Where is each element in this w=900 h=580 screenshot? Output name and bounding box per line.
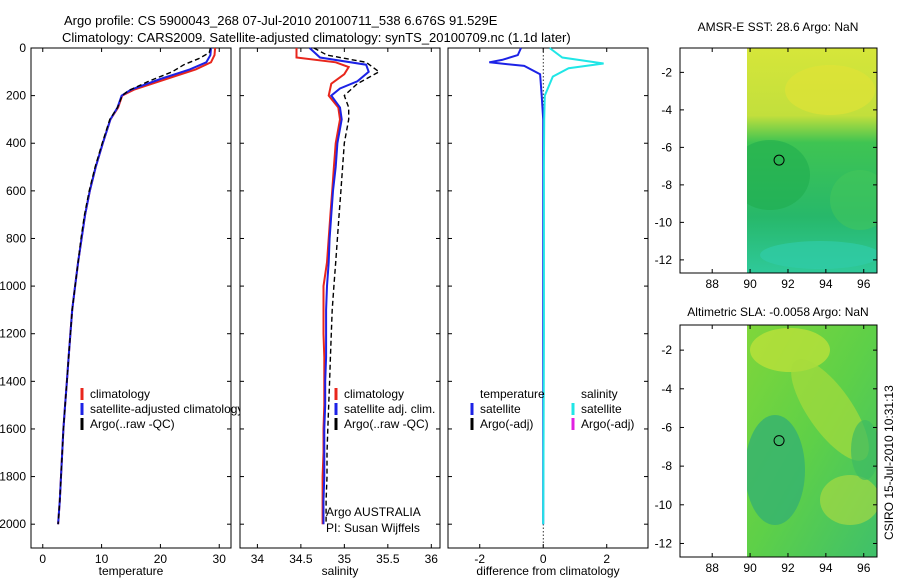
salinity-x-tick-label: 34 <box>251 552 265 566</box>
pi-label: PI: Susan Wijffels <box>326 521 420 535</box>
temperature-x-tick-label: 20 <box>154 552 168 566</box>
sla_map-x-tick-label: 90 <box>743 561 757 575</box>
temperature-x-tick-label: 10 <box>95 552 109 566</box>
salinity-x-tick-label: 35.5 <box>376 552 400 566</box>
depth-tick-label: 800 <box>6 231 26 245</box>
depth-tick-label: 1000 <box>0 279 26 293</box>
figure-title-line2: Climatology: CARS2009. Satellite-adjuste… <box>62 30 571 45</box>
salinity-series-argo-raw-qc- <box>313 47 381 525</box>
sla_map-x-tick-label: 96 <box>857 561 871 575</box>
legend-label: Argo(..raw -QC) <box>90 417 175 431</box>
legend-label: satellite adj. clim. <box>344 402 435 416</box>
temperature-plot-frame <box>30 47 232 549</box>
depth-tick-label: 200 <box>6 89 26 103</box>
difference-plot-frame <box>447 47 649 549</box>
sst_map-x-tick-label: 92 <box>781 277 795 291</box>
figure-title-line1: Argo profile: CS 5900043_268 07-Jul-2010… <box>64 13 498 28</box>
sla_map-x-tick-label: 88 <box>706 561 720 575</box>
legend-heading: temperature <box>480 387 545 401</box>
depth-tick-label: 0 <box>19 41 26 55</box>
sla_map-y-tick-label: -12 <box>655 536 673 550</box>
salinity-x-tick-label: 36 <box>425 552 439 566</box>
sst_map-y-tick-label: -12 <box>655 253 673 267</box>
sst-heatmap-patches <box>747 65 877 269</box>
sst_map-x-tick-label: 94 <box>819 277 833 291</box>
sst_map-x-tick-label: 88 <box>706 277 720 291</box>
depth-tick-label: 400 <box>6 136 26 150</box>
legend-label: Argo(..raw -QC) <box>344 417 429 431</box>
depth-tick-label: 2000 <box>0 517 26 531</box>
depth-tick-label: 600 <box>6 184 26 198</box>
sla_map-y-tick-label: -2 <box>661 343 672 357</box>
difference-x-tick-label: 0 <box>540 552 547 566</box>
temperature-series-satellite-adjusted-climatology <box>57 47 212 525</box>
salinity-axis-label: salinity <box>322 564 359 578</box>
sst_map-x-tick-label: 96 <box>857 277 871 291</box>
argo-agency-label: Argo AUSTRALIA <box>326 505 421 519</box>
sst-map-panel: AMSR-E SST: 28.6 Argo: NaN 88 90 92 94 96 -2 -… <box>655 20 878 291</box>
depth-tick-label: 1400 <box>0 374 26 388</box>
sla-map-title: Altimetric SLA: -0.0058 Argo: NaN <box>687 305 868 319</box>
sst_map-frame <box>679 47 878 274</box>
salinity-series-satellite-adj-clim- <box>308 47 370 525</box>
difference-axis-label: difference from climatology <box>476 564 619 578</box>
difference-x-tick-label: -2 <box>474 552 485 566</box>
depth-tick-label: 1800 <box>0 470 26 484</box>
sla-map-panel: Altimetric SLA: -0.0058 Argo: NaN 88 90 92… <box>655 305 878 575</box>
legend-label: satellite <box>480 402 521 416</box>
timestamp-label: CSIRO 15-Jul-2010 10:31:13 <box>882 385 896 540</box>
sla_map-y-tick-label: -10 <box>655 498 673 512</box>
difference-x-tick-label: 2 <box>603 552 610 566</box>
temperature-series-argo-raw-qc- <box>57 47 212 525</box>
temperature-axis-label: temperature <box>99 564 164 578</box>
salinity-x-tick-label: 35 <box>338 552 352 566</box>
legend-label: satellite-adjusted climatology <box>90 402 243 416</box>
legend-label: climatology <box>90 387 150 401</box>
legend-label: Argo(-adj) <box>480 417 533 431</box>
sst_map-y-tick-label: -8 <box>661 178 672 192</box>
temperature-x-tick-label: 30 <box>213 552 227 566</box>
sst_map-y-tick-label: -4 <box>661 103 672 117</box>
sla_map-x-tick-label: 94 <box>819 561 833 575</box>
depth-tick-label: 1200 <box>0 327 26 341</box>
sst_map-x-tick-label: 90 <box>743 277 757 291</box>
legend-label: climatology <box>344 387 404 401</box>
salinity-x-tick-label: 34.5 <box>289 552 313 566</box>
salinity-profile-panel: 34 34.5 35 35.5 36 salinity climatologysatelli… <box>239 47 441 578</box>
sla_map-y-tick-label: -6 <box>661 420 672 434</box>
sla_map-frame <box>679 324 878 558</box>
sla_map-argo-location-marker <box>773 435 785 447</box>
temperature-profile-panel: 0 10 20 30 0 200 400 600 800 1000 1200 1400 1600 1800… <box>0 41 243 578</box>
sla_map-y-tick-label: -4 <box>661 382 672 396</box>
sst_map-argo-location-marker <box>773 154 785 166</box>
sla_map-y-tick-label: -8 <box>661 459 672 473</box>
sst-map-title: AMSR-E SST: 28.6 Argo: NaN <box>698 20 859 34</box>
legend-heading: salinity <box>581 387 618 401</box>
temperature-x-tick-label: 0 <box>39 552 46 566</box>
difference-series-salinity-satellite <box>542 47 604 525</box>
sst_map-y-tick-label: -6 <box>661 140 672 154</box>
sst_map-y-tick-label: -10 <box>655 215 673 229</box>
sla_map-x-tick-label: 92 <box>781 561 795 575</box>
sla-heatmap-patches <box>747 328 877 525</box>
sst_map-y-tick-label: -2 <box>661 65 672 79</box>
legend-label: satellite <box>581 402 622 416</box>
depth-tick-label: 1600 <box>0 422 26 436</box>
legend-label: Argo(-adj) <box>581 417 634 431</box>
